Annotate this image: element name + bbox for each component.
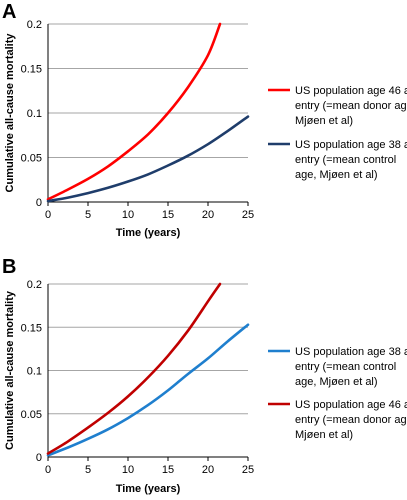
y-tick-label: 0.05	[21, 153, 42, 165]
y-tick-label: 0	[36, 452, 42, 464]
y-axis-title: Cumulative all-cause mortality	[4, 290, 16, 450]
legend-label: age, Mjøen et al)	[295, 169, 378, 181]
x-tick-label: 20	[202, 209, 214, 221]
legend-label: entry (=mean control	[295, 361, 396, 373]
x-tick-label: 25	[242, 209, 254, 221]
legend-label: entry (=mean donor age,	[295, 414, 407, 426]
y-tick-label: 0.1	[27, 366, 42, 378]
y-tick-label: 0	[36, 197, 42, 209]
legend-label: age, Mjøen et al)	[295, 376, 378, 388]
chart-panel-a: A 0 0.05 0.1 0.15 0.2 0 5 10 15 20 25 Time (years) C…	[2, 1, 407, 239]
x-tick-label: 15	[162, 209, 174, 221]
x-tick-label: 25	[242, 464, 254, 476]
x-tick-label: 10	[122, 464, 134, 476]
legend-label: US population age 46 at	[295, 85, 407, 97]
series-line	[46, 115, 250, 203]
x-tick-label: 10	[122, 209, 134, 221]
y-tick-label: 0.1	[27, 108, 42, 120]
legend-label: Mjøen et al)	[295, 115, 353, 127]
series-line	[46, 323, 250, 457]
x-tick-label: 0	[45, 209, 51, 221]
y-tick-label: 0.2	[27, 279, 42, 291]
legend-label: US population age 38 at	[295, 139, 407, 151]
y-tick-label: 0.2	[27, 19, 42, 31]
legend-label: entry (=mean donor age,	[295, 100, 407, 112]
y-tick-label: 0.15	[21, 322, 42, 334]
x-tick-label: 0	[45, 464, 51, 476]
x-axis-title: Time (years)	[116, 227, 181, 239]
panel-b-letter: B	[2, 256, 16, 278]
legend-label: Mjøen et al)	[295, 429, 353, 441]
legend-label: US population age 38 at	[295, 346, 407, 358]
panel-a-letter: A	[2, 1, 16, 23]
y-tick-label: 0.05	[21, 409, 42, 421]
y-tick-label: 0.15	[21, 64, 42, 76]
x-tick-label: 15	[162, 464, 174, 476]
legend-label: US population age 46 at	[295, 399, 407, 411]
x-tick-label: 5	[85, 464, 91, 476]
series-line	[46, 282, 222, 455]
x-tick-label: 5	[85, 209, 91, 221]
legend-label: entry (=mean control	[295, 154, 396, 166]
x-tick-label: 20	[202, 464, 214, 476]
y-axis-title: Cumulative all-cause mortality	[4, 33, 16, 193]
series-line	[46, 22, 222, 201]
chart-panel-b: B 0 0.05 0.1 0.15 0.2 0 5 10 15 20 25 Time (years) C…	[2, 256, 407, 495]
x-axis-title: Time (years)	[116, 483, 181, 495]
